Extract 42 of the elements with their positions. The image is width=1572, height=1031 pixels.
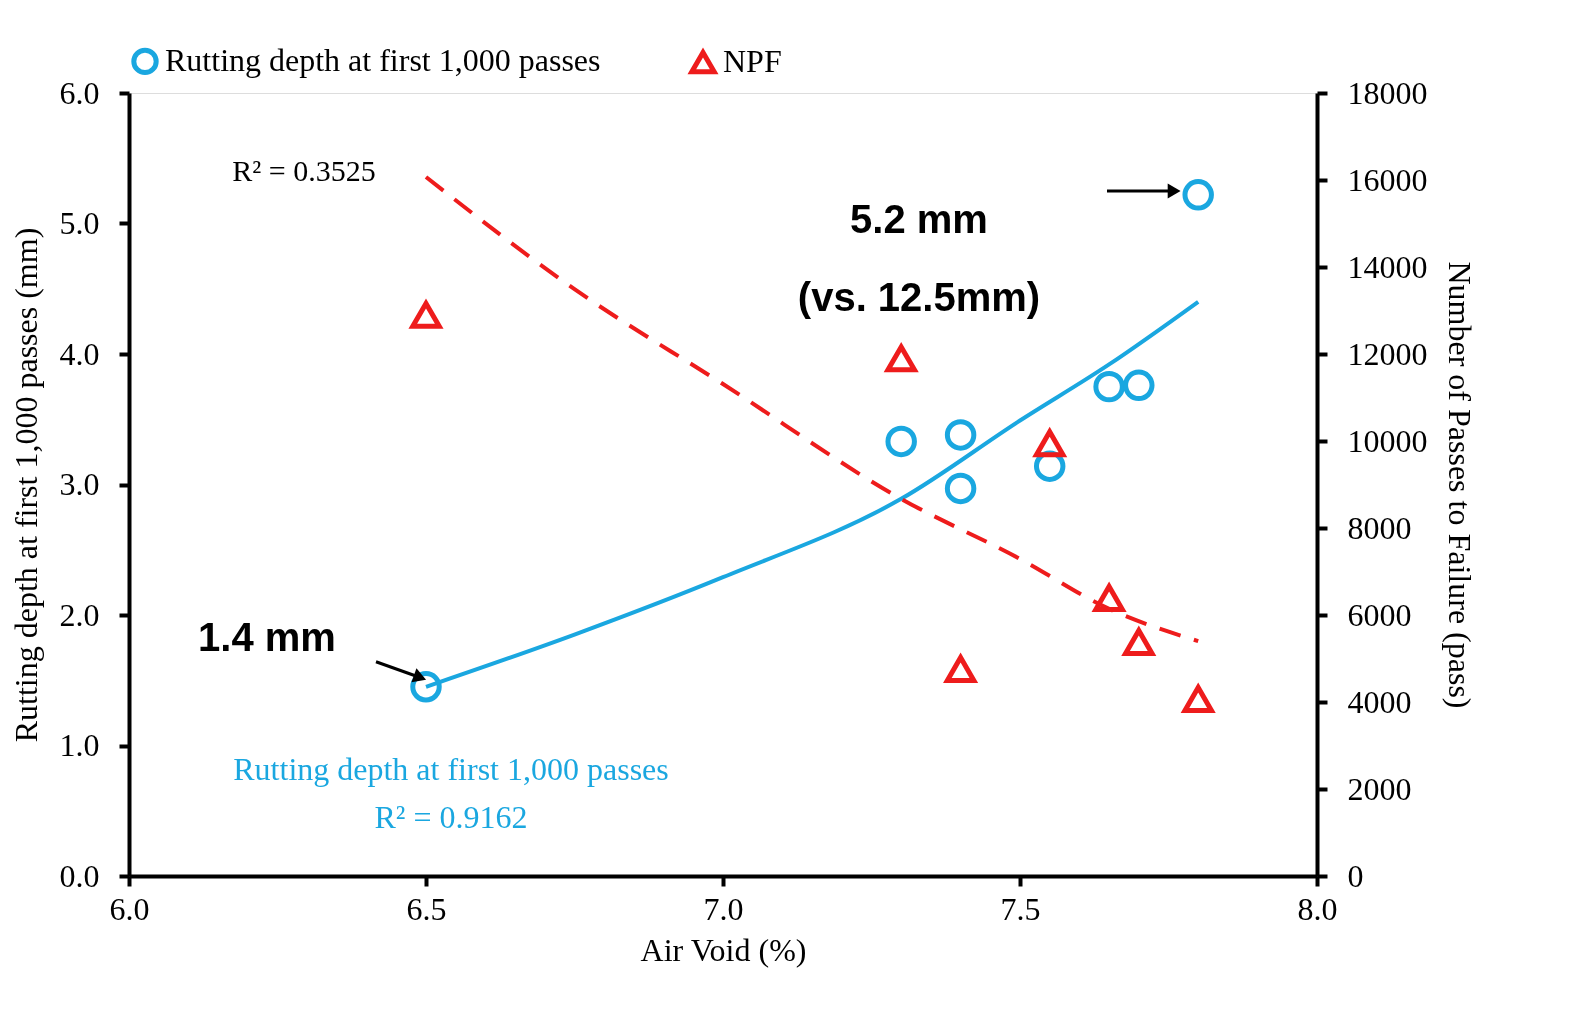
- annotation: 5.2 mm (vs. 12.5mm): [797, 197, 1041, 319]
- y2-tick-label: 18000: [1347, 74, 1428, 111]
- y2-tick-label: 0: [1347, 857, 1364, 894]
- annotation: 1.4 mm: [198, 614, 336, 659]
- y2-axis-title: Number of Passes to Failure (pass): [1441, 261, 1478, 709]
- y2-tick-label: 16000: [1347, 161, 1428, 198]
- point: [1180, 682, 1216, 713]
- y2-tick-label: 8000: [1347, 509, 1412, 546]
- y2-tick-label: 12000: [1347, 335, 1428, 372]
- y2-tick-label: 14000: [1347, 248, 1428, 285]
- y-tick-label: 2.0: [59, 596, 100, 633]
- x-tick-label: 6.5: [406, 890, 447, 927]
- point: [944, 419, 977, 451]
- annotation: R² = 0.3525: [232, 154, 376, 187]
- point: [943, 652, 978, 683]
- legend-label: Rutting depth at first 1,000 passes: [165, 42, 601, 79]
- point: [1182, 179, 1214, 211]
- y-tick-label: 4.0: [59, 335, 100, 372]
- y-tick-label: 1.0: [59, 727, 100, 763]
- x-tick-label: 7.5: [1000, 890, 1041, 927]
- x-tick-label: 6.0: [109, 890, 150, 927]
- point: [1123, 369, 1155, 402]
- x-tick-label: 8.0: [1297, 890, 1338, 927]
- y2-tick-label: 2000: [1347, 770, 1412, 807]
- y-axis-title: Rutting depth at first 1,000 passes (mm): [7, 227, 44, 743]
- point: [1093, 370, 1125, 403]
- y-tick-label: 6.0: [59, 74, 100, 111]
- line-series: [424, 174, 1201, 644]
- y2-tick-label: 4000: [1347, 683, 1412, 720]
- y2-tick-label: 6000: [1347, 596, 1412, 633]
- point: [408, 298, 444, 329]
- annotation: Rutting depth at first 1,000 passes R² = 0.9162: [233, 751, 669, 835]
- y-tick-label: 5.0: [59, 205, 100, 241]
- point: [944, 472, 977, 505]
- point: [885, 425, 917, 458]
- point: [410, 671, 442, 703]
- legend-label: NPF: [723, 43, 782, 80]
- y-tick-label: 0.0: [59, 857, 100, 894]
- y-tick-label: 3.0: [59, 466, 100, 502]
- x-axis-title: Air Void (%): [640, 931, 807, 968]
- y2-tick-label: 10000: [1347, 422, 1428, 459]
- x-tick-label: 7.0: [703, 890, 744, 927]
